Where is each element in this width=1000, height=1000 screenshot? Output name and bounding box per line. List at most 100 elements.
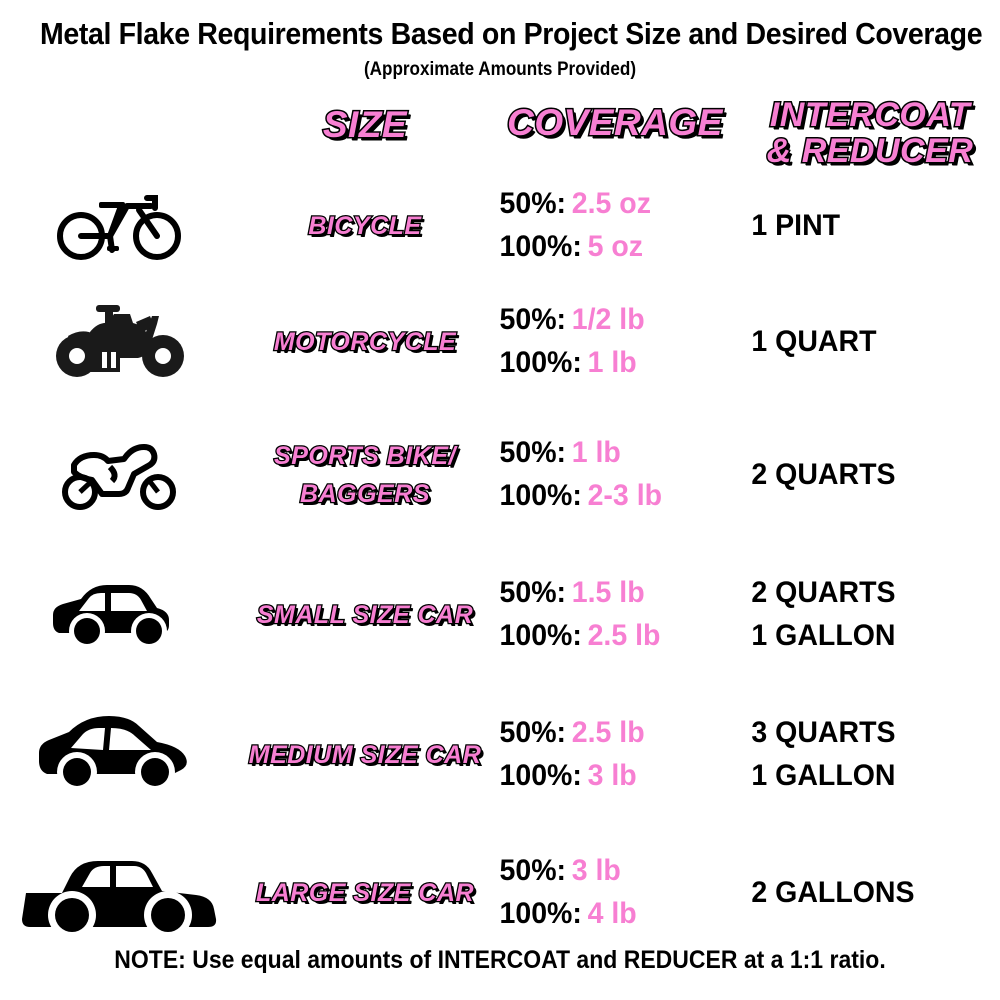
- table-row: BICYCLE 50%: 2.5 oz 100%: 5 oz 1 PINT: [0, 176, 1000, 276]
- row-intercoat-cell: 2 QUARTS: [740, 454, 1000, 497]
- title-block: Metal Flake Requirements Based on Projec…: [0, 0, 1000, 81]
- coverage-value: 1 lb: [587, 346, 637, 379]
- table-row: LARGE SIZE CAR 50%: 3 lb 100%: 4 lb 2 GALL…: [0, 836, 1000, 950]
- coverage-percent: 100%:: [499, 479, 582, 512]
- size-label: LARGE SIZE CAR: [255, 878, 475, 907]
- row-intercoat-cell: 2 QUARTS 1 GALLON: [740, 572, 1000, 657]
- coverage-value: 2.5 lb: [571, 716, 645, 750]
- coverage-value: 2.5 oz: [571, 187, 651, 221]
- page-title: Metal Flake Requirements Based on Projec…: [40, 16, 983, 51]
- row-intercoat-cell: 2 GALLONS: [740, 872, 1000, 915]
- row-coverage-cell: 50%: 1.5 lb 100%: 2.5 lb: [490, 572, 740, 657]
- row-intercoat-cell: 1 QUART: [740, 321, 1000, 364]
- header-coverage-label: COVERAGE: [506, 102, 724, 144]
- coverage-percent: 50%:: [499, 187, 567, 221]
- row-intercoat-cell: 3 QUARTS 1 GALLON: [740, 712, 1000, 797]
- intercoat-value: 2 QUARTS: [751, 457, 896, 491]
- coverage-value: 5 oz: [587, 230, 644, 263]
- row-icon-cell: [0, 435, 240, 515]
- coverage-line: 100%: 2.5 lb: [490, 615, 728, 658]
- coverage-line: 100%: 2-3 lb: [490, 475, 728, 518]
- intercoat-value: 1 QUART: [751, 324, 877, 358]
- table-header-row: SIZE COVERAGE INTERCOAT & REDUCER: [0, 96, 1000, 178]
- coverage-percent: 100%:: [499, 759, 582, 792]
- row-coverage-cell: 50%: 3 lb 100%: 4 lb: [490, 850, 740, 935]
- row-icon-cell: [0, 575, 240, 655]
- row-size-cell: LARGE SIZE CAR: [240, 878, 490, 907]
- coverage-line: 50%: 1/2 lb: [490, 299, 728, 342]
- coverage-value: 2-3 lb: [587, 479, 663, 512]
- size-label: BICYCLE: [307, 211, 422, 240]
- coverage-line: 100%: 4 lb: [490, 893, 728, 936]
- header-coverage-column: COVERAGE: [490, 98, 740, 144]
- footer-note: NOTE: Use equal amounts of INTERCOAT and…: [114, 946, 886, 974]
- coverage-percent: 100%:: [499, 619, 582, 652]
- coverage-percent: 50%:: [499, 576, 567, 610]
- header-intercoat-label-line1: INTERCOAT: [768, 96, 971, 134]
- table-row: SMALL SIZE CAR 50%: 1.5 lb 100%: 2.5 lb 2 …: [0, 560, 1000, 670]
- intercoat-value: 3 QUARTS: [751, 716, 896, 750]
- intercoat-value-2: 1 GALLON: [751, 759, 896, 792]
- size-label-line2: BAGGERS: [299, 479, 431, 508]
- size-label: SMALL SIZE CAR: [256, 600, 474, 629]
- size-label: MEDIUM SIZE CAR: [247, 740, 482, 769]
- coverage-percent: 50%:: [499, 303, 567, 337]
- coverage-line: 100%: 1 lb: [490, 342, 728, 385]
- intercoat-value: 2 GALLONS: [751, 875, 915, 909]
- row-coverage-cell: 50%: 2.5 lb 100%: 3 lb: [490, 712, 740, 797]
- coverage-value: 1 lb: [571, 436, 621, 470]
- bicycle-icon: [57, 195, 181, 260]
- row-icon-cell: [0, 847, 240, 939]
- header-size-column: SIZE: [240, 98, 490, 146]
- coverage-percent: 50%:: [499, 716, 567, 750]
- coverage-value: 3 lb: [571, 854, 621, 888]
- row-icon-cell: [0, 302, 240, 382]
- coverage-value: 4 lb: [587, 897, 637, 930]
- row-coverage-cell: 50%: 1/2 lb 100%: 1 lb: [490, 299, 740, 384]
- row-icon-cell: [0, 192, 240, 260]
- table-row: MEDIUM SIZE CAR 50%: 2.5 lb 100%: 3 lb 3 Q…: [0, 700, 1000, 810]
- coverage-value: 1.5 lb: [571, 576, 645, 610]
- small-car-icon: [53, 585, 169, 649]
- intercoat-value: 2 QUARTS: [751, 576, 896, 610]
- coverage-percent: 100%:: [499, 230, 582, 263]
- medium-car-icon: [39, 716, 187, 792]
- coverage-percent: 100%:: [499, 346, 582, 379]
- row-size-cell: MEDIUM SIZE CAR: [240, 740, 490, 769]
- header-size-label: SIZE: [321, 104, 408, 146]
- row-intercoat-cell: 1 PINT: [740, 205, 1000, 248]
- coverage-line: 50%: 1.5 lb: [490, 572, 728, 615]
- table-row: MOTORCYCLE 50%: 1/2 lb 100%: 1 lb 1 QUART: [0, 292, 1000, 392]
- row-coverage-cell: 50%: 1 lb 100%: 2-3 lb: [490, 432, 740, 517]
- size-label: MOTORCYCLE: [273, 327, 457, 356]
- row-size-cell: SMALL SIZE CAR: [240, 600, 490, 629]
- header-intercoat-label-line2: & REDUCER: [765, 131, 974, 170]
- page-subtitle: (Approximate Amounts Provided): [363, 58, 637, 80]
- motorcycle-icon: [56, 305, 184, 377]
- coverage-line: 50%: 2.5 oz: [490, 183, 728, 226]
- coverage-percent: 50%:: [499, 436, 567, 470]
- row-icon-cell: [0, 712, 240, 798]
- size-label: SPORTS BIKE/: [273, 441, 457, 470]
- coverage-value: 1/2 lb: [571, 303, 645, 337]
- table-row: SPORTS BIKE/ BAGGERS 50%: 1 lb 100%: 2-3 l…: [0, 420, 1000, 530]
- coverage-value: 3 lb: [587, 759, 637, 792]
- coverage-value: 2.5 lb: [587, 619, 661, 652]
- coverage-line: 100%: 3 lb: [490, 755, 728, 798]
- row-coverage-cell: 50%: 2.5 oz 100%: 5 oz: [490, 183, 740, 268]
- coverage-line: 50%: 1 lb: [490, 432, 728, 475]
- coverage-line: 100%: 5 oz: [490, 226, 728, 269]
- coverage-percent: 100%:: [499, 897, 582, 930]
- coverage-percent: 50%:: [499, 854, 567, 888]
- intercoat-value-2: 1 GALLON: [751, 619, 896, 652]
- truck-icon: [22, 861, 217, 939]
- coverage-line: 50%: 3 lb: [490, 850, 728, 893]
- header-intercoat-column: INTERCOAT & REDUCER: [740, 96, 1000, 170]
- row-size-cell: BICYCLE: [240, 211, 490, 240]
- row-size-cell: MOTORCYCLE: [240, 327, 490, 356]
- coverage-line: 50%: 2.5 lb: [490, 712, 728, 755]
- sportsbike-icon: [62, 444, 176, 510]
- intercoat-value: 1 PINT: [751, 208, 841, 242]
- row-size-cell: SPORTS BIKE/ BAGGERS: [240, 441, 490, 508]
